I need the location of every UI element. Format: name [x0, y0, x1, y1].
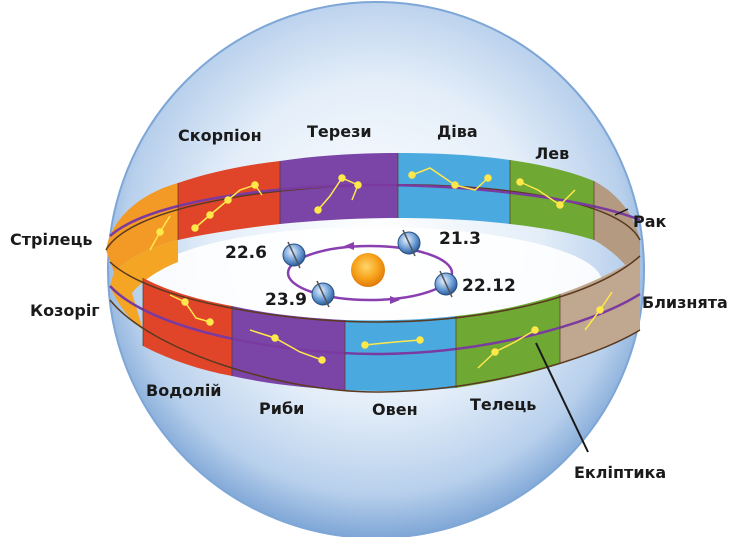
band-segment-cancer-back: [594, 181, 640, 285]
orbit-arrow-bottom: [390, 296, 400, 304]
earth-spring: [397, 229, 421, 257]
label-aries: Овен: [372, 400, 418, 419]
label-sagittarius: Стрілець: [10, 230, 93, 249]
ecliptic-line: [109, 285, 641, 356]
label-pisces: Риби: [259, 399, 305, 418]
band-lower-edge-bottom: [109, 299, 641, 393]
ecliptic-line-back: [109, 183, 641, 237]
label-taurus: Телець: [470, 395, 537, 414]
label-aquarius: Водолій: [146, 381, 222, 400]
label-virgo: Діва: [437, 122, 478, 141]
date-spring: 21.3: [439, 229, 481, 249]
label-gemini: Близнята: [642, 293, 728, 312]
cancer-pointer: [614, 208, 629, 216]
ecliptic-pointer: [535, 342, 589, 453]
label-scorpio: Скорпіон: [178, 126, 262, 145]
earth-summer: [282, 241, 306, 269]
band-segment-capricorn-front: [110, 240, 178, 330]
earth-autumn: [311, 280, 335, 308]
date-summer: 22.6: [225, 243, 267, 263]
label-cancer: Рак: [633, 212, 667, 231]
orbit-arrow-top: [344, 242, 354, 250]
label-capricorn: Козоріг: [30, 301, 100, 320]
band-segment-sagittarius-back: [106, 183, 178, 272]
label-libra: Терези: [307, 122, 372, 141]
label-leo: Лев: [535, 144, 570, 163]
band-segment-libra-back: [280, 153, 398, 224]
date-autumn: 23.9: [265, 290, 307, 310]
segment-dividers: [142, 153, 595, 390]
constellation-patterns: [149, 167, 613, 369]
band-lower-edge-top: [109, 255, 641, 323]
sun: [351, 253, 385, 287]
label-ecliptic: Екліптика: [574, 463, 667, 482]
earth-orbit: [286, 244, 454, 302]
earth-winter: [434, 270, 458, 298]
date-winter: 22.12: [462, 276, 516, 296]
